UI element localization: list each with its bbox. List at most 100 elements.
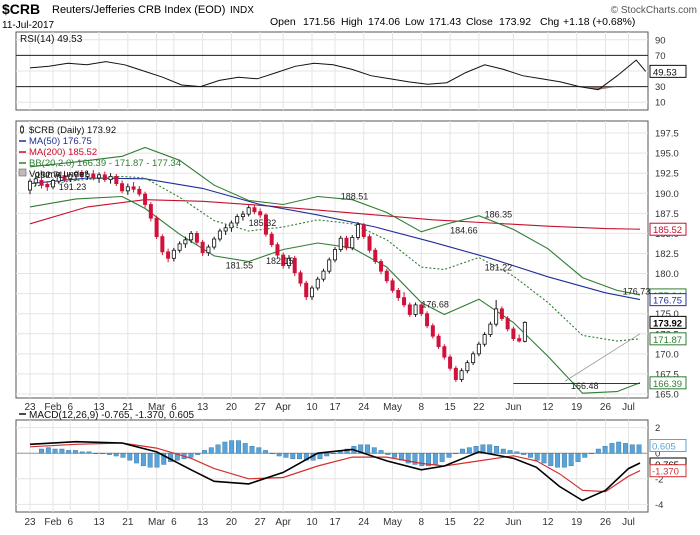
macd-histogram-bar (446, 453, 452, 458)
x-tick-label: 6 (68, 402, 74, 413)
macd-histogram-bar (276, 453, 282, 457)
x-tick-label: Mar (148, 517, 166, 528)
macd-histogram-bar (527, 453, 533, 458)
price-y-tick: 167.5 (655, 369, 679, 380)
candle-down (419, 304, 424, 315)
macd-histogram-bar (324, 453, 330, 457)
x-tick-label: Jul (622, 517, 635, 528)
macd-histogram-bar (405, 453, 411, 464)
macd-histogram-bar (602, 445, 608, 454)
candle-down (442, 346, 447, 358)
candle-up (465, 362, 470, 372)
macd-histogram-bar (290, 453, 296, 460)
macd-histogram-bar (582, 453, 588, 458)
x-tick-label: 17 (329, 402, 341, 413)
macd-histogram-bar (215, 444, 221, 454)
macd-histogram-bar (466, 447, 472, 454)
macd-histogram-bar (500, 448, 506, 454)
candle-down (344, 237, 349, 249)
price-y-tick: 195.0 (655, 149, 679, 160)
macd-histogram-bar (263, 450, 269, 454)
candle-up (240, 213, 245, 217)
candle-down (194, 233, 199, 243)
candle-down (166, 251, 171, 259)
x-tick-label: Jun (505, 517, 521, 528)
x-tick-label: 23 (24, 402, 36, 413)
price-y-tick: 175.0 (655, 309, 679, 320)
macd-histogram-bar (575, 453, 581, 462)
x-tick-label: Apr (275, 517, 291, 528)
candle-up (125, 186, 130, 192)
candle-down (448, 356, 453, 369)
macd-axis-badge-value: -1.370 (652, 467, 679, 478)
macd-histogram-bar (229, 440, 235, 454)
price-y-tick: 165.0 (655, 389, 679, 400)
macd-histogram-bar (317, 453, 323, 460)
macd-y-tick: 0 (655, 449, 660, 460)
price-annotation: 181.22 (485, 262, 513, 272)
candle-up (235, 216, 240, 224)
chart-labels: 23 Feb 6 13 21 Mar 6 13 20 27 Apr 10 17 24 May 8 15 22 Jun… (18, 34, 687, 528)
x-tick-label: 10 (306, 517, 318, 528)
x-tick-label: 13 (197, 517, 209, 528)
candle-up (51, 180, 56, 188)
price-annotation: 176.73 (623, 286, 651, 296)
macd-histogram-bar (595, 448, 601, 454)
candle-up (309, 287, 314, 298)
x-tick-label: 13 (197, 402, 209, 413)
candle-up (56, 175, 61, 182)
candle-up (338, 237, 343, 250)
x-tick-label: 24 (358, 517, 370, 528)
low-value: 171.43 (429, 16, 461, 28)
candle-up (85, 173, 90, 177)
macd-histogram-bar (45, 447, 51, 454)
macd-histogram-bar (174, 453, 180, 461)
macd-histogram-bar (140, 453, 146, 467)
x-tick-label: 24 (358, 402, 370, 413)
candle-down (148, 204, 153, 219)
candle-up (217, 230, 222, 240)
candle-up (286, 257, 291, 266)
high-label: High (341, 16, 363, 28)
price-annotation: 184.66 (450, 225, 478, 235)
macd-histogram-bar (222, 441, 228, 454)
x-tick-label: 13 (93, 402, 105, 413)
high-value: 174.06 (368, 16, 400, 28)
price-legend-entry: MA(50) 176.75 (29, 136, 92, 147)
price-axis-badge (649, 332, 687, 346)
candle-up (171, 249, 176, 259)
price-axis-badge-value: 166.39 (653, 379, 682, 390)
candle-down (453, 367, 458, 380)
candle-down (390, 280, 395, 291)
x-tick-label: 12 (542, 402, 554, 413)
macd-axis-badge (649, 438, 687, 452)
x-tick-label: Jul (622, 402, 635, 413)
macd-histogram-bar (548, 453, 554, 467)
macd-histogram-bar (283, 453, 289, 458)
candle-up (327, 259, 332, 272)
macd-histogram-bar (541, 453, 547, 464)
price-axis-badge-value: 173.92 (653, 318, 682, 329)
macd-histogram-bar (514, 451, 520, 454)
candle-down (373, 249, 378, 262)
price-axis-badge (649, 315, 687, 329)
bb-upper-line (29, 146, 641, 296)
macd-histogram-bar (147, 453, 153, 468)
candle-down (298, 272, 303, 284)
low-label: Low (405, 16, 425, 28)
candle-down (39, 180, 44, 186)
x-tick-label: 6 (68, 517, 74, 528)
macd-histogram-bar (208, 447, 214, 454)
candle-up (74, 171, 79, 176)
macd-histogram-bar (134, 453, 140, 464)
macd-histogram-bar (378, 450, 384, 454)
candle-up (177, 243, 182, 251)
candle-down (275, 244, 280, 256)
date-label: 11-Jul-2017 (2, 20, 55, 31)
macd-legend: MACD(12,26,9) -0.765, -1.370, 0.605 (29, 410, 195, 421)
candle-up (27, 180, 32, 191)
macd-histogram-bar (609, 443, 615, 454)
candle-down (45, 184, 50, 188)
